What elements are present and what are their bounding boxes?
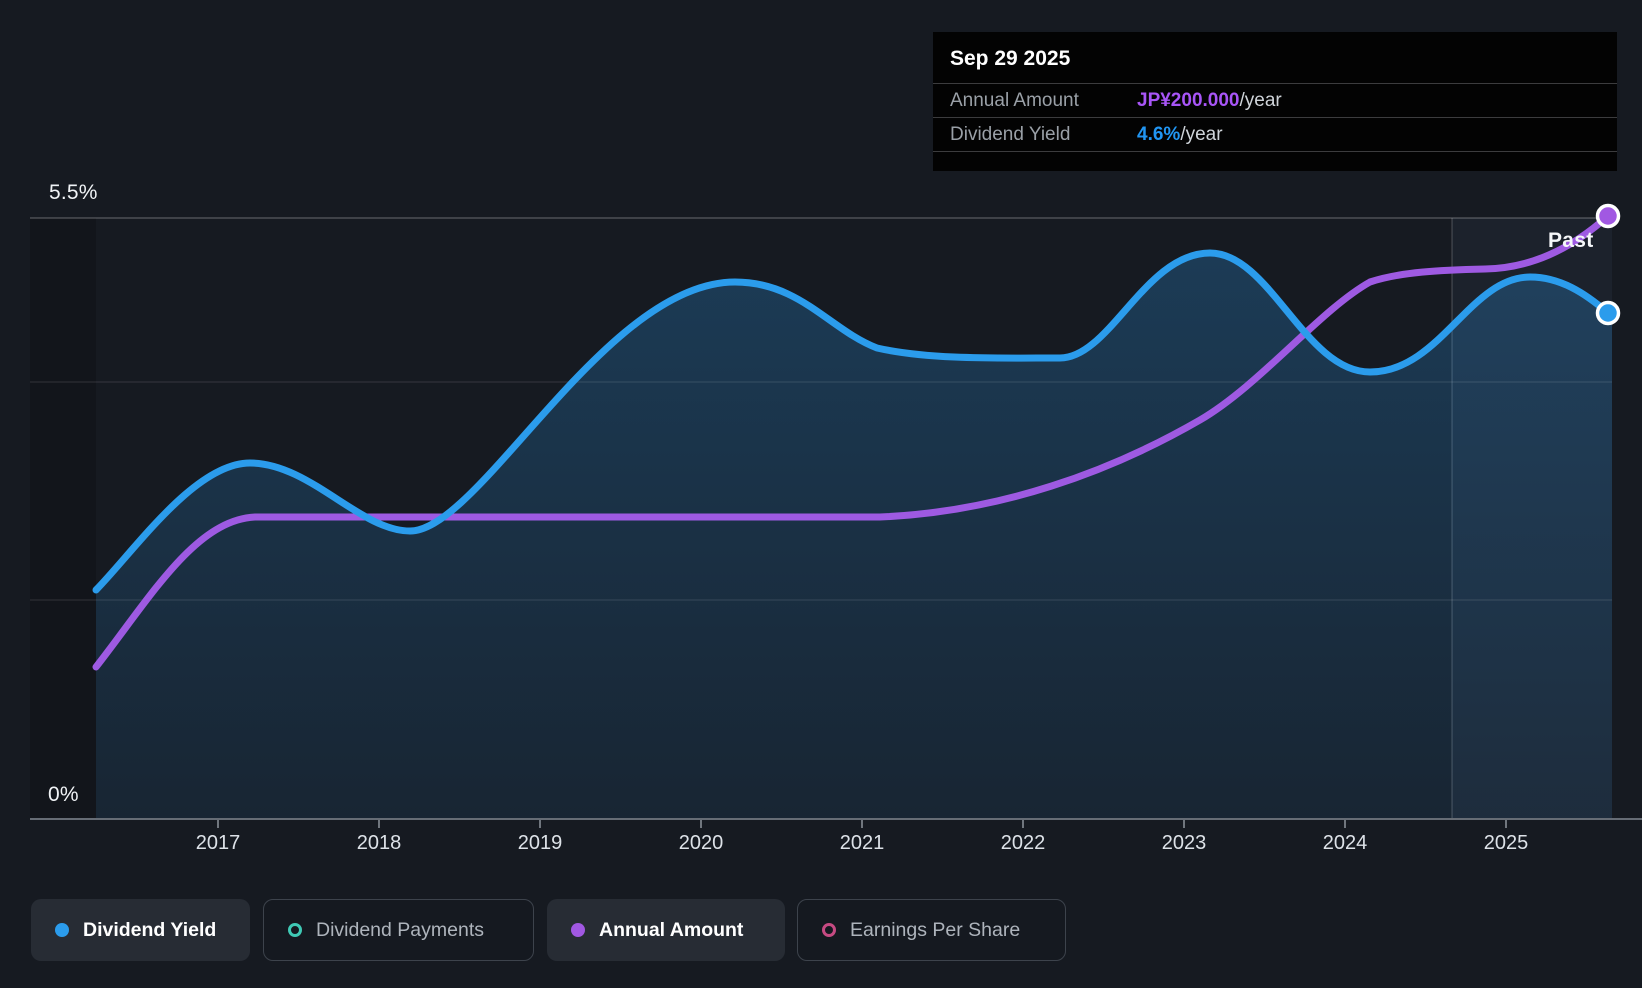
tooltip-annual-amount-label: Annual Amount <box>950 89 1079 111</box>
tooltip-dividend-yield-label: Dividend Yield <box>950 123 1071 145</box>
x-tick-label-2021: 2021 <box>839 832 885 854</box>
tooltip-dividend-yield-suffix: /year <box>1180 123 1223 145</box>
x-tick-label-2023: 2023 <box>1161 832 1207 854</box>
x-tick-label-2020: 2020 <box>678 832 724 854</box>
tooltip-annual-amount-value: JP¥200.000 <box>1137 89 1240 111</box>
annual-amount-endpoint-marker <box>1595 203 1621 229</box>
legend-toggle-earnings-per-share[interactable]: Earnings Per Share <box>797 899 1066 961</box>
earnings-per-share-ring-icon <box>822 923 836 937</box>
y-axis-label-zero: 0% <box>48 783 79 806</box>
legend-toggle-dividend-payments[interactable]: Dividend Payments <box>263 899 534 961</box>
dividend-yield-line <box>92 249 1612 594</box>
x-tick-label-2017: 2017 <box>195 832 241 854</box>
tooltip-dividend-yield-value: 4.6% <box>1137 123 1181 145</box>
chart-tooltip: Sep 29 2025 Annual Amount JP¥200.000/yea… <box>933 32 1617 171</box>
tooltip-row-annual-amount: Annual Amount JP¥200.000/year <box>933 83 1617 117</box>
pre-data-region <box>30 218 96 819</box>
tooltip-annual-amount-suffix: /year <box>1239 89 1282 111</box>
past-label: Past <box>1548 229 1594 252</box>
tooltip-bottom-rule <box>933 151 1617 168</box>
legend-label-dividend-yield: Dividend Yield <box>83 918 217 941</box>
legend-label-earnings-per-share: Earnings Per Share <box>850 918 1021 941</box>
annual-amount-line <box>92 212 1612 671</box>
tooltip-date: Sep 29 2025 <box>950 47 1071 70</box>
legend-toggle-annual-amount[interactable]: Annual Amount <box>547 899 785 961</box>
annual-amount-dot-icon <box>571 923 585 937</box>
dividend-yield-endpoint-marker <box>1595 300 1621 326</box>
x-axis-ticks <box>217 820 1507 828</box>
legend-label-annual-amount: Annual Amount <box>599 918 744 941</box>
legend-toggle-dividend-yield[interactable]: Dividend Yield <box>31 899 250 961</box>
dividend-payments-ring-icon <box>288 923 302 937</box>
dividend-yield-dot-icon <box>55 923 69 937</box>
x-tick-label-2024: 2024 <box>1322 832 1368 854</box>
legend-label-dividend-payments: Dividend Payments <box>316 918 484 941</box>
tooltip-row-dividend-yield: Dividend Yield 4.6%/year <box>933 117 1617 151</box>
x-tick-label-2018: 2018 <box>356 832 402 854</box>
x-tick-label-2019: 2019 <box>517 832 563 854</box>
x-tick-label-2025: 2025 <box>1483 832 1529 854</box>
y-axis-label-max: 5.5% <box>49 181 98 204</box>
x-tick-label-2022: 2022 <box>1000 832 1046 854</box>
